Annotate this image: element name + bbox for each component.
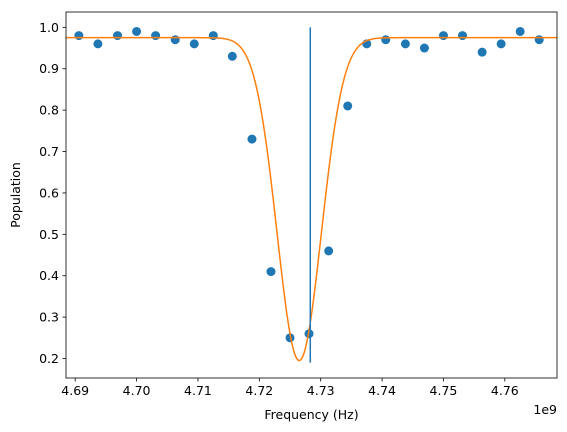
data-point: [247, 134, 257, 144]
axes-frame: [65, 11, 558, 379]
data-point: [457, 31, 467, 41]
x-axis-label: Frequency (Hz): [264, 407, 358, 422]
data-point: [438, 31, 448, 41]
x-tick-label: 4.70: [123, 383, 151, 398]
data-point: [534, 35, 544, 45]
data-point: [170, 35, 180, 45]
x-tick-label: 4.74: [368, 383, 396, 398]
y-tick-label: 0.7: [39, 144, 59, 159]
data-point: [208, 31, 218, 41]
y-tick-label: 0.5: [39, 227, 59, 242]
y-tick-label: 0.8: [39, 103, 59, 118]
y-axis-label: Population: [8, 162, 23, 228]
data-point: [151, 31, 161, 41]
y-tick-label: 1.0: [39, 20, 59, 35]
fit-curve: [66, 36, 557, 362]
data-point: [189, 39, 199, 49]
y-tick-label: 0.6: [39, 185, 59, 200]
data-point: [93, 39, 103, 49]
data-point: [496, 39, 506, 49]
data-point: [324, 246, 334, 256]
x-tick-label: 4.71: [184, 383, 212, 398]
data-point: [419, 43, 429, 53]
y-tick-label: 0.4: [39, 268, 59, 283]
data-point: [381, 35, 391, 45]
data-point: [227, 51, 237, 61]
x-axis-offset-label: 1e9: [533, 402, 557, 417]
x-tick-label: 4.76: [491, 383, 519, 398]
data-point: [74, 31, 84, 41]
x-tick-label: 4.72: [245, 383, 273, 398]
data-point: [400, 39, 410, 49]
y-tick-label: 0.2: [39, 351, 59, 366]
plot-area: [66, 26, 557, 363]
axes: 4.69 4.70 4.71 4.72 4.73 4.74 4.75 4.76 0.2 0.3 0.…: [39, 11, 558, 398]
data-point: [266, 267, 276, 277]
y-tick-label: 0.9: [39, 61, 59, 76]
x-tick-label: 4.69: [61, 383, 89, 398]
x-tick-label: 4.75: [430, 383, 458, 398]
data-point: [515, 26, 525, 36]
y-tick-label: 0.3: [39, 310, 59, 325]
data-point: [113, 31, 123, 41]
x-tick-label: 4.73: [307, 383, 335, 398]
data-point: [343, 101, 353, 111]
data-point: [132, 26, 142, 36]
data-point: [477, 47, 487, 57]
